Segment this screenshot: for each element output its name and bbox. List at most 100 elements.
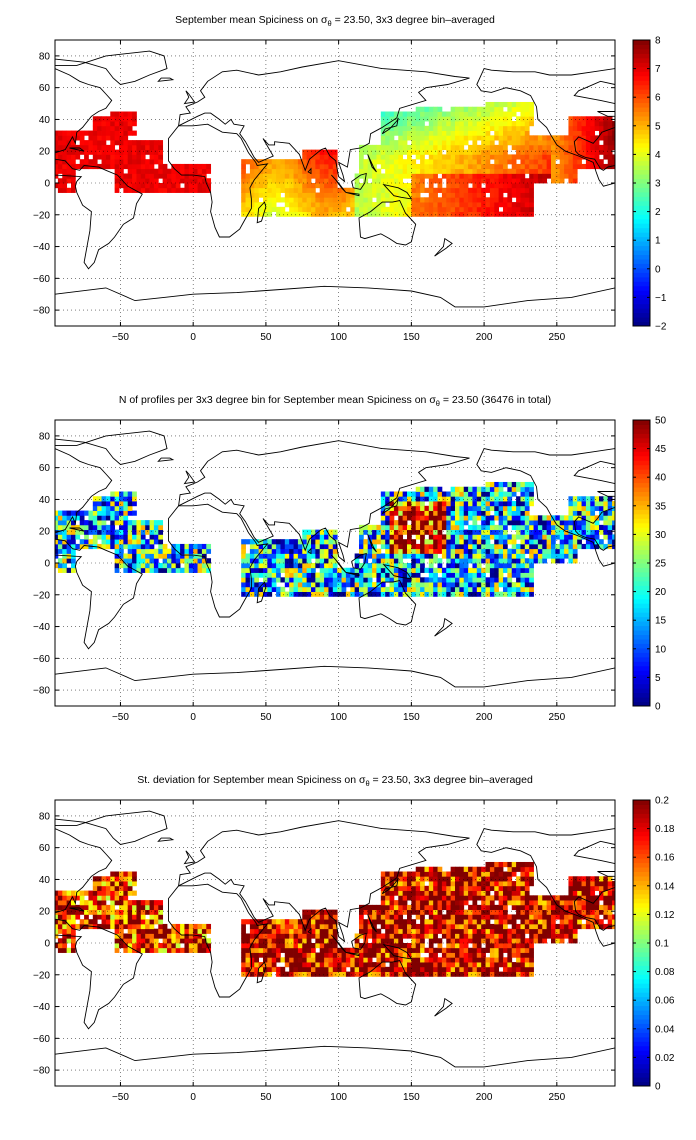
data-cell	[341, 577, 347, 583]
data-cell	[184, 943, 190, 949]
data-cell	[433, 577, 438, 583]
data-cell	[385, 871, 390, 877]
data-cell	[516, 543, 521, 550]
data-cell	[455, 577, 460, 583]
data-cell	[455, 971, 460, 977]
data-cell	[481, 178, 486, 184]
data-cell	[533, 553, 539, 559]
data-cell	[433, 211, 438, 217]
data-cell	[258, 187, 264, 193]
data-cell	[546, 149, 552, 155]
data-cell	[520, 211, 526, 217]
data-cell	[75, 904, 81, 911]
data-cell	[180, 923, 185, 930]
colorbar-tick-label: 10	[655, 644, 667, 655]
data-cell	[428, 966, 434, 972]
data-cell	[463, 567, 469, 573]
data-cell	[167, 553, 172, 559]
data-cell	[446, 923, 452, 930]
data-cell	[136, 163, 142, 170]
colorbar-swatch	[633, 571, 650, 577]
data-cell	[127, 900, 133, 906]
data-cell	[105, 116, 111, 122]
data-cell	[472, 135, 478, 141]
data-cell	[481, 111, 486, 117]
data-cell	[489, 163, 495, 170]
coastline	[345, 572, 360, 577]
data-cell	[271, 582, 277, 588]
data-cell	[376, 947, 382, 953]
data-cell	[372, 904, 377, 911]
data-cell	[411, 957, 417, 963]
data-cell	[372, 149, 377, 155]
data-cell	[485, 501, 491, 507]
data-cell	[546, 135, 552, 141]
data-cell	[420, 567, 425, 573]
data-cell	[119, 496, 124, 502]
data-cell	[516, 173, 521, 179]
data-cell	[302, 149, 308, 155]
data-cell	[66, 149, 72, 155]
data-cell	[372, 952, 377, 958]
data-cell	[481, 496, 486, 502]
data-cell	[612, 144, 615, 151]
data-cell	[524, 567, 530, 573]
data-cell	[385, 923, 390, 930]
data-cell	[145, 524, 150, 531]
data-cell	[376, 529, 382, 535]
data-cell	[551, 524, 556, 531]
data-cell	[585, 539, 591, 545]
data-cell	[407, 914, 412, 920]
data-cell	[529, 543, 534, 550]
data-cell	[88, 130, 94, 136]
data-cell	[542, 178, 548, 184]
data-cell	[485, 481, 491, 488]
data-cell	[585, 163, 591, 170]
data-cell	[123, 187, 129, 193]
data-cell	[372, 168, 377, 174]
data-cell	[407, 966, 412, 972]
data-cell	[524, 520, 530, 526]
data-cell	[245, 582, 251, 588]
data-cell	[206, 163, 212, 170]
data-cell	[398, 154, 404, 160]
data-cell	[149, 919, 155, 925]
data-cell	[507, 558, 513, 564]
data-cell	[393, 206, 399, 212]
data-cell	[62, 529, 68, 535]
data-cell	[463, 947, 469, 953]
data-cell	[119, 111, 124, 117]
data-cell	[446, 876, 452, 882]
data-cell	[415, 125, 421, 131]
data-cell	[476, 957, 482, 963]
data-cell	[393, 520, 399, 526]
data-cell	[136, 919, 142, 925]
data-cell	[263, 947, 268, 953]
data-cell	[485, 866, 491, 872]
data-cell	[393, 871, 399, 877]
data-cell	[468, 529, 473, 535]
data-cell	[389, 962, 395, 968]
data-cell	[380, 966, 386, 972]
coastline	[434, 237, 453, 257]
data-cell	[441, 577, 447, 583]
y-tick-label: 60	[39, 463, 51, 474]
data-cell	[380, 206, 386, 212]
data-cell	[88, 919, 94, 925]
data-cell	[55, 933, 59, 939]
data-cell	[533, 520, 539, 526]
data-cell	[441, 567, 447, 573]
data-cell	[319, 914, 325, 920]
data-cell	[149, 928, 155, 934]
data-cell	[450, 885, 456, 891]
data-cell	[92, 904, 98, 911]
data-cell	[511, 591, 517, 597]
data-cell	[132, 539, 137, 545]
data-cell	[293, 938, 299, 944]
data-cell	[245, 572, 251, 578]
data-cell	[389, 159, 395, 165]
data-cell	[293, 202, 299, 208]
data-cell	[311, 534, 316, 540]
data-cell	[267, 572, 273, 578]
data-cell	[254, 173, 260, 179]
